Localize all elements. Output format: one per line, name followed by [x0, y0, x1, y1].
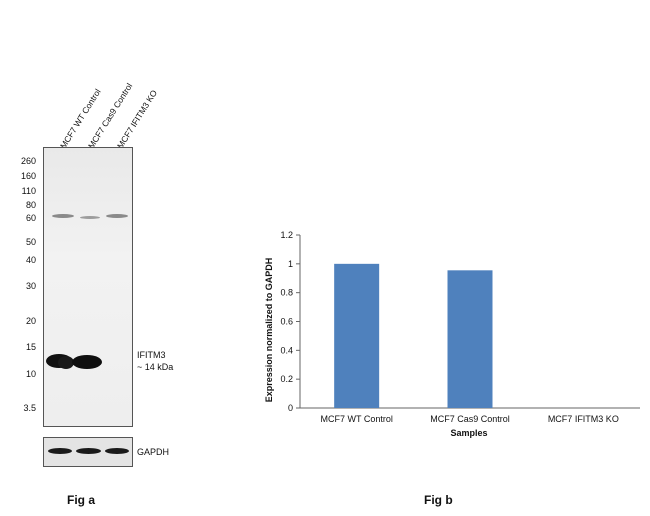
y-tick-label: 0.6: [280, 317, 293, 327]
chart-x-tick-labels: MCF7 WT Control MCF7 Cas9 Control MCF7 IFI…: [320, 414, 618, 424]
loading-control-label: GAPDH: [137, 447, 170, 457]
y-tick-label: 1.2: [280, 230, 293, 240]
band-ifitm3-wt-b: [58, 356, 74, 369]
y-tick-label: 0.4: [280, 345, 293, 355]
band-60kda-wt: [52, 214, 74, 218]
ifitm3-blot: [43, 147, 133, 427]
chart-y-axis-label: Expression normalized to GAPDH: [264, 258, 274, 403]
marker-80: 80: [25, 200, 36, 210]
fig-b-caption: Fig b: [424, 493, 453, 507]
marker-15: 15: [25, 342, 36, 352]
band-gapdh-ko: [105, 448, 129, 454]
band-60kda-ko: [106, 214, 128, 218]
band-ifitm3-cas9: [72, 355, 102, 369]
target-size: ~ 14 kDa: [137, 362, 174, 372]
marker-10: 10: [25, 369, 36, 379]
chart-y-ticks: 0 0.2 0.4 0.6 0.8 1 1.2: [280, 230, 300, 413]
bar: [334, 263, 380, 408]
marker-60: 60: [25, 213, 36, 223]
target-label: IFITM3: [137, 350, 166, 360]
y-tick-label: 0.8: [280, 288, 293, 298]
marker-20: 20: [25, 316, 36, 326]
marker-110: 110: [21, 186, 36, 196]
band-gapdh-cas9: [76, 448, 101, 454]
x-tick-label: MCF7 Cas9 Control: [430, 414, 510, 424]
marker-3-5: 3.5: [23, 403, 36, 413]
marker-160: 160: [20, 171, 36, 181]
band-60kda-cas9: [80, 216, 100, 219]
bar: [447, 270, 493, 408]
y-tick-label: 0: [288, 403, 293, 413]
marker-50: 50: [25, 237, 36, 247]
marker-40: 40: [25, 255, 36, 265]
x-tick-label: MCF7 WT Control: [320, 414, 392, 424]
y-tick-label: 0.2: [280, 374, 293, 384]
gapdh-blot: [43, 437, 133, 467]
marker-260: 260: [20, 156, 36, 166]
y-tick-label: 1: [288, 259, 293, 269]
x-tick-label: MCF7 IFITM3 KO: [548, 414, 619, 424]
band-gapdh-wt: [48, 448, 72, 454]
chart-x-axis-label: Samples: [450, 428, 487, 438]
chart-bars: [334, 263, 493, 408]
fig-a-caption: Fig a: [67, 493, 96, 507]
marker-30: 30: [25, 281, 36, 291]
